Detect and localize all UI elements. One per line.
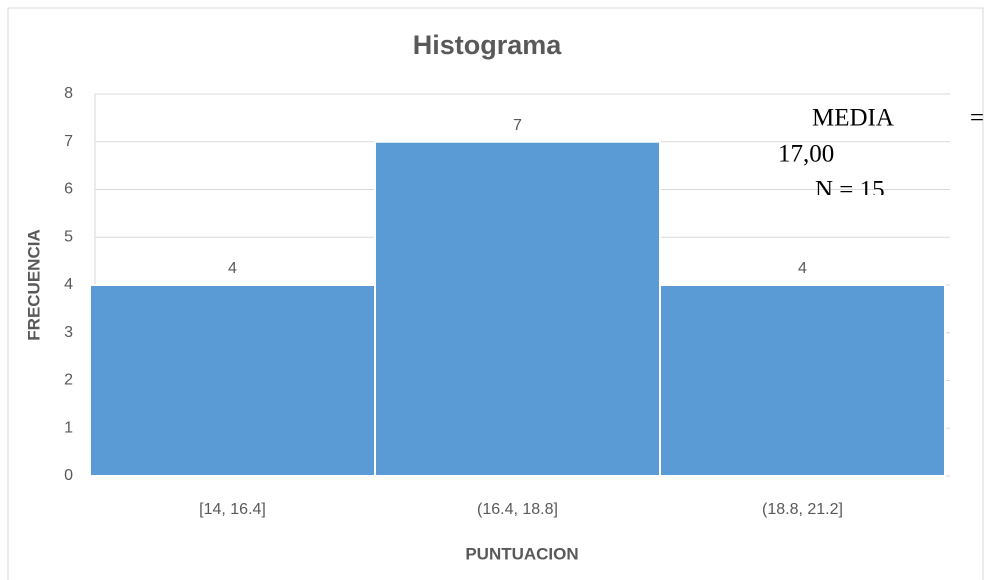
y-tick-label: 5	[64, 228, 73, 245]
annotation: 17,00	[778, 141, 834, 168]
bar	[659, 284, 946, 477]
chart-title: Histograma	[413, 30, 563, 60]
x-tick-label: (18.8, 21.2]	[762, 501, 843, 518]
y-tick-label: 0	[64, 467, 73, 484]
data-label: 4	[798, 260, 807, 277]
y-axis-label: FRECUENCIA	[24, 229, 43, 340]
annotation: MEDIA	[812, 105, 894, 132]
y-tick-label: 6	[64, 181, 73, 198]
y-tick-label: 2	[64, 372, 73, 389]
data-label: 7	[513, 117, 522, 134]
x-tick-label: [14, 16.4]	[199, 501, 266, 518]
annotation: N = 15	[815, 177, 885, 204]
y-tick-label: 3	[64, 324, 73, 341]
y-tick-label: 8	[64, 85, 73, 102]
bar	[89, 284, 376, 477]
y-tick-label: 1	[64, 419, 73, 436]
annotations: MEDIA = 17,00 N = 15	[778, 105, 984, 204]
data-label: 4	[228, 260, 237, 277]
x-axis-label: PUNTUACION	[465, 544, 578, 563]
y-tick-label: 4	[64, 276, 73, 293]
x-tick-label: (16.4, 18.8]	[477, 501, 558, 518]
annotation: =	[970, 105, 984, 132]
y-tick-label: 7	[64, 133, 73, 150]
bar	[374, 140, 661, 477]
